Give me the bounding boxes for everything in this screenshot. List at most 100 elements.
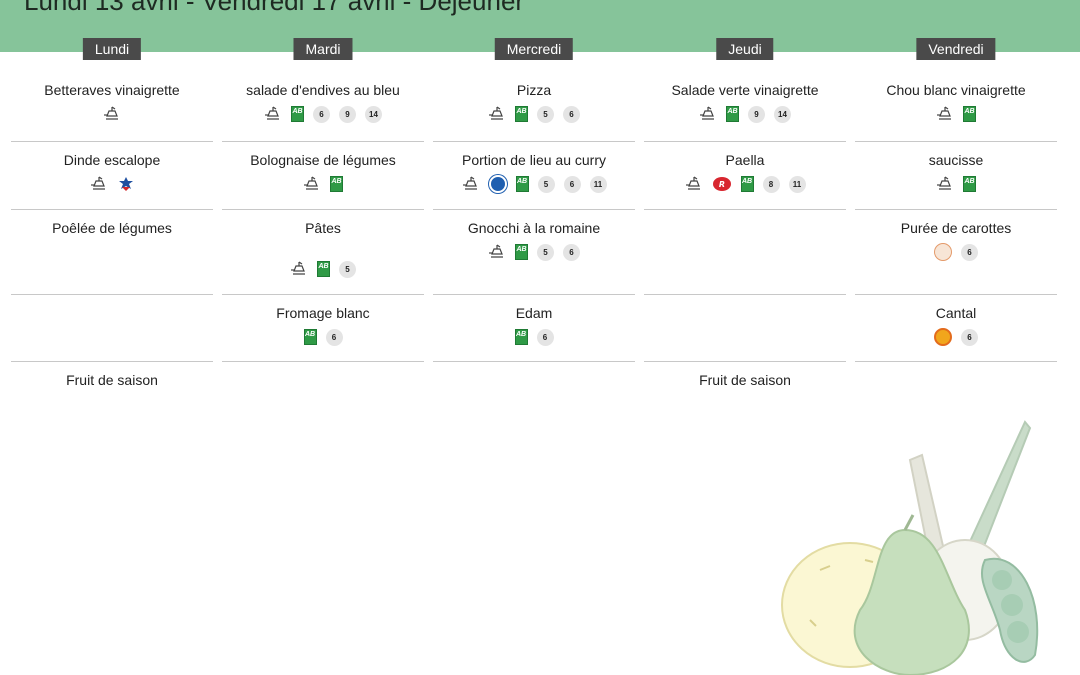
allergen-badge: 6 [961, 243, 978, 261]
fait-maison-icon [699, 106, 717, 122]
dish-name: Cantal [935, 305, 977, 321]
aop-icon [934, 328, 952, 346]
allergen-badge: 9 [339, 105, 356, 123]
menu-cell [433, 362, 635, 402]
fait-maison-icon [90, 176, 108, 192]
dish-name: Betteraves vinaigrette [44, 82, 180, 98]
menu-cell: Poêlée de légumes [11, 210, 213, 295]
dish-badges: AB 6 9 14 [222, 105, 424, 123]
label-rouge-icon: R [712, 176, 732, 192]
menu-cell: Fromage blanc AB 6 [222, 295, 424, 362]
dish-name: salade d'endives au bleu [246, 82, 400, 98]
dish-badges [11, 105, 213, 123]
svg-text:R: R [718, 180, 724, 189]
menu-cell: Paella R AB 8 11 [644, 142, 846, 210]
dish-name: Pizza [516, 82, 552, 98]
dish-badges [11, 175, 213, 193]
agriculture-bio-icon: AB [963, 176, 976, 192]
dish-name: Portion de lieu au curry [462, 152, 606, 168]
menu-cell: Cantal 6 [855, 295, 1057, 362]
fait-maison-icon [103, 106, 121, 122]
allergen-badge: 6 [563, 243, 580, 261]
dish-badges: AB 9 14 [644, 105, 846, 123]
allergen-badge: 6 [325, 328, 343, 346]
agriculture-bio-icon: AB [726, 106, 739, 122]
allergen-badge: 6 [563, 105, 580, 123]
vegetables-illustration [781, 420, 1039, 675]
day-tab: Lundi [82, 38, 142, 60]
menu-cell: Salade verte vinaigrette AB 9 14 [644, 72, 846, 142]
menu-cell [855, 362, 1057, 402]
dish-name: Paella [725, 152, 765, 168]
day-tab: Mercredi [494, 38, 574, 60]
menu-cell [222, 362, 424, 402]
fait-maison-icon [264, 106, 282, 122]
dish-name: Dinde escalope [63, 152, 161, 168]
menu-cell: Chou blanc vinaigrette AB [855, 72, 1057, 142]
menu-cell: Purée de carottes 6 [855, 210, 1057, 295]
dish-badges: AB [855, 105, 1057, 123]
allergen-badge: 5 [537, 105, 554, 123]
dish-badges: AB 5 [222, 260, 424, 278]
dish-badges: 6 [855, 243, 1057, 261]
page-title: Lundi 13 avril - Vendredi 17 avril - Déj… [24, 0, 525, 16]
day-tab: Mardi [293, 38, 353, 60]
fait-maison-icon [488, 106, 506, 122]
allergen-badge: 14 [774, 105, 791, 123]
volaille-francaise-icon [117, 176, 135, 192]
dish-badges: 6 [855, 328, 1057, 346]
msc-peche-durable-icon [488, 175, 507, 193]
fait-maison-icon [303, 176, 321, 192]
dish-name: Fruit de saison [66, 372, 158, 388]
fait-maison-icon [290, 261, 308, 277]
dish-name: Gnocchi à la romaine [467, 220, 601, 236]
allergen-badge: 6 [961, 328, 978, 346]
agriculture-bio-icon: AB [515, 106, 528, 122]
dish-name: Fruit de saison [699, 372, 791, 388]
dish-badges: AB [855, 175, 1057, 193]
dish-name: Edam [515, 305, 553, 321]
agriculture-bio-icon: AB [515, 244, 528, 260]
agriculture-bio-icon: AB [963, 106, 976, 122]
menu-cell: Pizza AB 5 6 [433, 72, 635, 142]
dish-badges: AB 5 6 [433, 243, 635, 261]
dish-name: Poêlée de légumes [52, 220, 172, 236]
allergen-badge: 6 [536, 328, 554, 346]
dish-name: Pâtes [305, 220, 341, 236]
menu-cell [11, 295, 213, 362]
bleu-blanc-coeur-icon [934, 243, 952, 261]
agriculture-bio-icon: AB [291, 106, 304, 122]
dish-name: Chou blanc vinaigrette [886, 82, 1026, 98]
menu-cell: Dinde escalope [11, 142, 213, 210]
menu-cell: Edam AB 6 [433, 295, 635, 362]
menu-cell: Pâtes AB 5 [222, 210, 424, 295]
menu-cell: salade d'endives au bleu AB 6 9 14 [222, 72, 424, 142]
menu-cell [644, 210, 846, 295]
dish-name: saucisse [928, 152, 984, 168]
agriculture-bio-icon: AB [740, 176, 754, 192]
allergen-badge: 9 [748, 105, 765, 123]
agriculture-bio-icon: AB [330, 176, 343, 192]
dish-name: Bolognaise de légumes [250, 152, 396, 168]
menu-cell: saucisse AB [855, 142, 1057, 210]
dish-badges: AB [222, 175, 424, 193]
allergen-badge: 6 [313, 105, 330, 123]
agriculture-bio-icon: AB [514, 329, 528, 345]
day-tab: Vendredi [916, 38, 996, 60]
day-tab: Jeudi [716, 38, 774, 60]
dish-badges: AB 5 6 [433, 105, 635, 123]
dish-name: Fromage blanc [276, 305, 370, 321]
menu-cell: Fruit de saison [644, 362, 846, 402]
menu-cell: Betteraves vinaigrette [11, 72, 213, 142]
menu-cell: Fruit de saison [11, 362, 213, 402]
allergen-badge: 8 [762, 175, 780, 193]
menu-cell [644, 295, 846, 362]
allergen-badge: 6 [563, 175, 581, 193]
allergen-badge: 5 [339, 260, 356, 278]
allergen-badge: 11 [788, 175, 806, 193]
fait-maison-icon [462, 176, 480, 192]
allergen-badge: 11 [589, 175, 607, 193]
menu-cell: Bolognaise de légumes AB [222, 142, 424, 210]
dish-name: Purée de carottes [900, 220, 1012, 236]
menu-cell: Portion de lieu au curry AB 5 6 11 [433, 142, 635, 210]
